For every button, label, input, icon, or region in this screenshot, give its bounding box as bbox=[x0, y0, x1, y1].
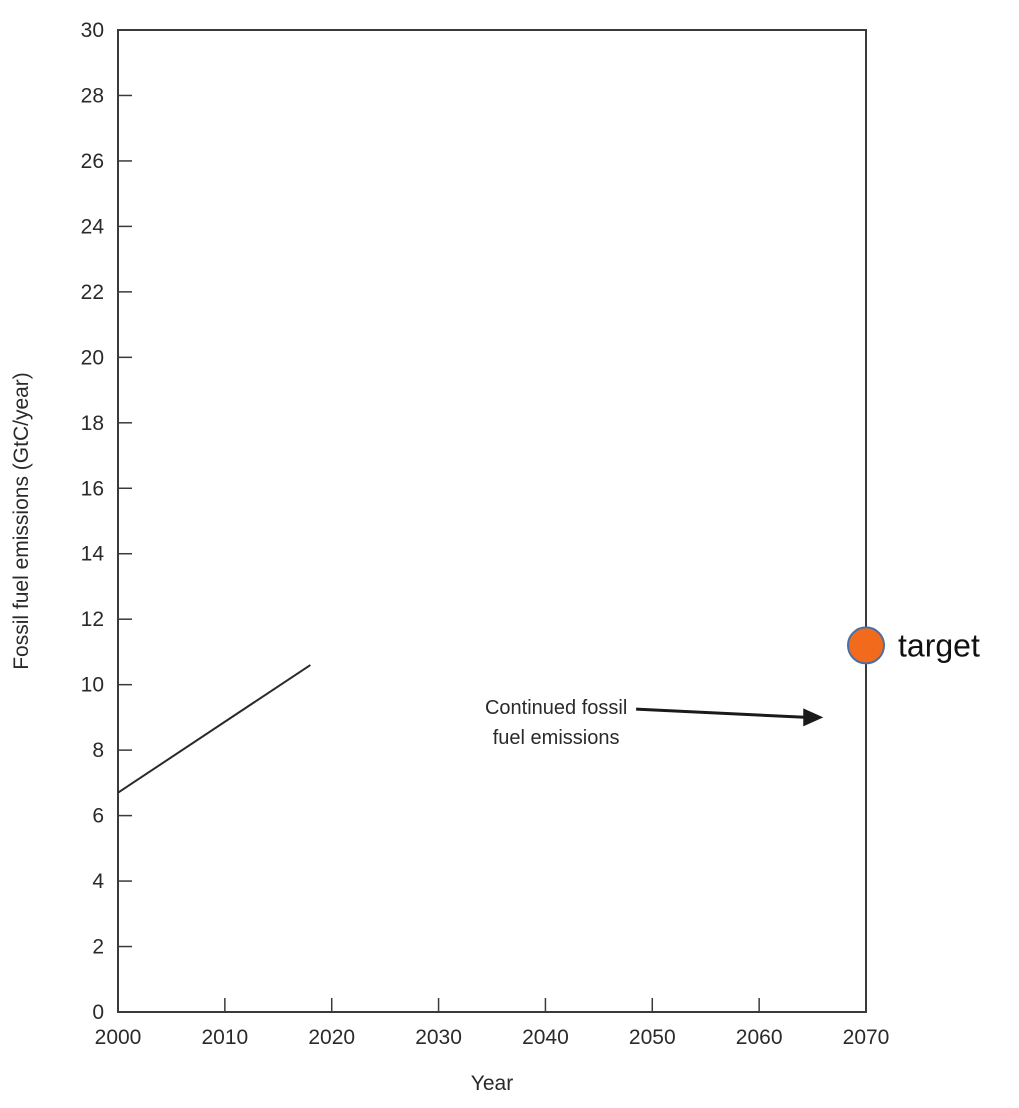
plot-area bbox=[117, 29, 867, 1013]
x-axis-title: Year bbox=[471, 1072, 513, 1095]
y-tick-label: 28 bbox=[81, 84, 104, 107]
x-tick-label: 2000 bbox=[95, 1026, 142, 1049]
y-tick-label: 12 bbox=[81, 608, 104, 631]
target-label: target bbox=[898, 627, 980, 663]
y-tick-label: 6 bbox=[92, 805, 104, 828]
x-tick-label: 2020 bbox=[308, 1026, 355, 1049]
y-tick-label: 10 bbox=[81, 674, 104, 697]
y-tick-label: 4 bbox=[92, 870, 104, 893]
y-tick-label: 30 bbox=[81, 19, 104, 42]
y-tick-label: 2 bbox=[92, 936, 104, 959]
y-tick-label: 8 bbox=[92, 739, 104, 762]
target-group: target bbox=[847, 626, 980, 665]
y-tick-label: 26 bbox=[81, 150, 104, 173]
annotation-arrow bbox=[636, 707, 808, 719]
y-axis-title: Fossil fuel emissions (GtC/year) bbox=[10, 372, 33, 670]
series-line bbox=[117, 664, 311, 794]
annotation-arrowhead bbox=[803, 708, 824, 727]
x-tick-label: 2030 bbox=[415, 1026, 462, 1049]
target-marker bbox=[847, 626, 885, 665]
y-tick-label: 14 bbox=[81, 543, 105, 566]
x-tick-label: 2050 bbox=[629, 1026, 676, 1049]
x-axis: 2000 2010 2020 2030 2040 2050 2060 2070 bbox=[95, 998, 890, 1049]
x-tick-label: 2070 bbox=[843, 1026, 890, 1049]
series-layer bbox=[117, 664, 311, 794]
y-tick-label: 0 bbox=[92, 1001, 104, 1024]
annotation-text: fuel emissions bbox=[493, 727, 620, 749]
y-tick-label: 20 bbox=[81, 346, 104, 369]
x-tick-label: 2010 bbox=[201, 1026, 248, 1049]
y-tick-label: 22 bbox=[81, 281, 104, 304]
annotation-text: Continued fossil bbox=[485, 697, 627, 719]
y-tick-label: 24 bbox=[81, 215, 105, 238]
plot-frame bbox=[117, 29, 867, 1013]
y-tick-label: 16 bbox=[81, 477, 104, 500]
x-tick-label: 2040 bbox=[522, 1026, 569, 1049]
x-tick-label: 2060 bbox=[736, 1026, 783, 1049]
annotation-layer: Continued fossil fuel emissions bbox=[485, 697, 824, 749]
y-tick-label: 18 bbox=[81, 412, 104, 435]
